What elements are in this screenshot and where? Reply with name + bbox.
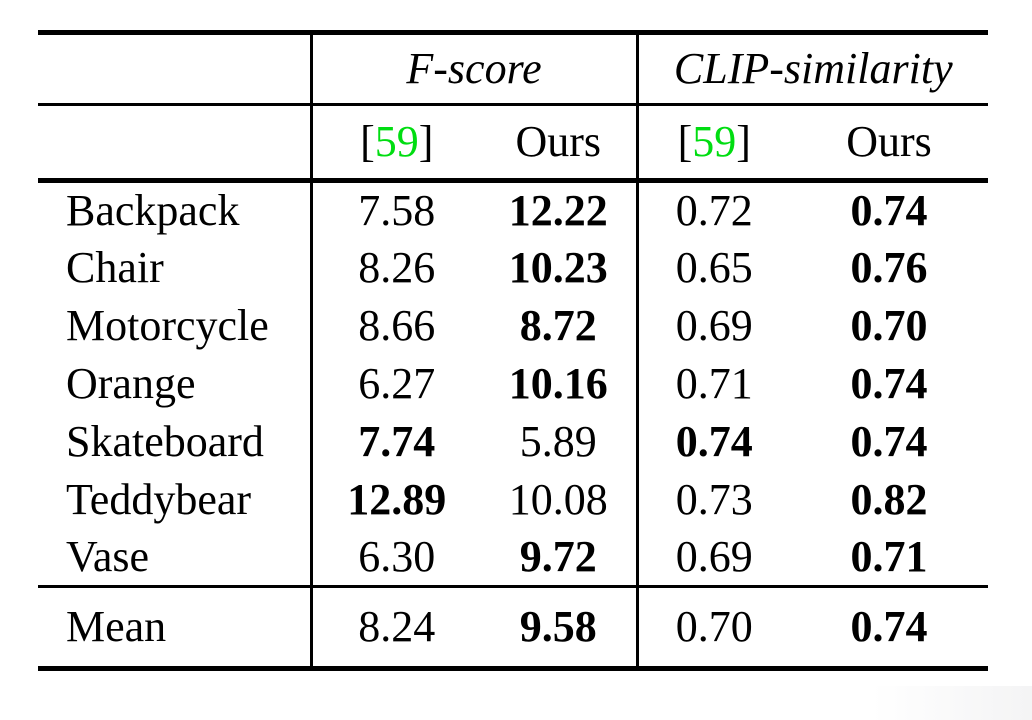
value-fscore-ref: 12.89 <box>309 470 481 529</box>
table-row-teddybear: Teddybear 12.89 10.08 0.73 0.82 <box>38 470 988 529</box>
bracket-open: [ <box>677 117 693 166</box>
col-header-clip-ref: [59] <box>635 104 791 183</box>
row-label: Mean <box>66 602 167 651</box>
value-fscore-ours: 9.58 <box>519 602 597 651</box>
bracket-close: ] <box>418 117 434 166</box>
row-label: Teddybear <box>66 474 252 524</box>
value-fscore-ref: 6.30 <box>309 528 481 587</box>
value-fscore-ref: 8.26 <box>309 238 481 297</box>
value-clip-ours: 0.70 <box>850 300 928 350</box>
table-row-skateboard: Skateboard 7.74 5.89 0.74 0.74 <box>38 412 988 471</box>
table-row-chair: Chair 8.26 10.23 0.65 0.76 <box>38 238 988 297</box>
table-row-motorcycle: Motorcycle 8.66 8.72 0.69 0.70 <box>38 296 988 355</box>
citation-number: 59 <box>374 117 419 166</box>
value-clip-ours: 0.76 <box>850 242 928 292</box>
value-fscore-ours: 12.22 <box>508 185 608 235</box>
value-fscore-ours: 10.08 <box>508 474 608 524</box>
value-clip-ref: 0.65 <box>635 238 791 297</box>
value-clip-ours: 0.82 <box>850 474 928 524</box>
value-fscore-ours: 9.72 <box>519 531 597 581</box>
value-fscore-ours: 10.16 <box>508 358 608 408</box>
value-clip-ours: 0.71 <box>850 531 928 581</box>
group-header-row: F-score CLIP-similarity <box>38 32 989 106</box>
bracket-close: ] <box>736 117 751 166</box>
empty-corner-cell <box>38 104 311 183</box>
value-fscore-ref: 7.58 <box>309 180 481 239</box>
value-clip-ref: 0.70 <box>635 586 791 669</box>
table-row-orange: Orange 6.27 10.16 0.71 0.74 <box>38 354 988 413</box>
value-fscore-ours: 8.72 <box>519 300 597 350</box>
row-label: Vase <box>66 531 150 581</box>
col-header-fscore-ours: Ours <box>481 104 638 183</box>
value-clip-ours: 0.74 <box>850 602 928 651</box>
empty-corner-cell <box>38 32 311 106</box>
group-header-clip-similarity: CLIP-similarity <box>635 32 989 106</box>
value-clip-ref: 0.72 <box>635 180 791 239</box>
table-row-mean: Mean 8.24 9.58 0.70 0.74 <box>38 586 988 669</box>
table-row-backpack: Backpack 7.58 12.22 0.72 0.74 <box>38 180 988 239</box>
value-fscore-ref: 6.27 <box>309 354 481 413</box>
col-header-fscore-ref: [59] <box>309 104 481 183</box>
value-clip-ref: 0.69 <box>635 528 791 587</box>
screenshot-compression-artifact <box>872 686 1032 720</box>
row-label: Chair <box>66 242 164 292</box>
value-clip-ours: 0.74 <box>850 358 928 408</box>
value-fscore-ours: 10.23 <box>508 242 608 292</box>
value-clip-ours: 0.74 <box>850 185 928 235</box>
row-label: Skateboard <box>66 416 264 466</box>
value-fscore-ref: 7.74 <box>309 412 481 471</box>
col-header-clip-ours: Ours <box>790 104 989 183</box>
value-clip-ref: 0.74 <box>635 412 791 471</box>
column-header-row: [59] Ours [59] Ours <box>38 104 989 183</box>
bracket-open: [ <box>360 117 375 166</box>
citation-number: 59 <box>692 117 737 166</box>
results-table: F-score CLIP-similarity [59] Ours [59] O… <box>38 30 989 671</box>
value-clip-ref: 0.73 <box>635 470 791 529</box>
value-fscore-ref: 8.24 <box>309 586 481 669</box>
table-row-vase: Vase 6.30 9.72 0.69 0.71 <box>38 528 988 587</box>
value-fscore-ref: 8.66 <box>309 296 481 355</box>
row-label: Motorcycle <box>66 300 269 350</box>
value-clip-ref: 0.69 <box>635 296 791 355</box>
group-header-fscore: F-score <box>309 32 638 106</box>
value-clip-ours: 0.74 <box>850 416 928 466</box>
value-clip-ref: 0.71 <box>635 354 791 413</box>
row-label: Orange <box>66 358 196 408</box>
value-fscore-ours: 5.89 <box>519 416 597 466</box>
row-label: Backpack <box>66 185 240 235</box>
